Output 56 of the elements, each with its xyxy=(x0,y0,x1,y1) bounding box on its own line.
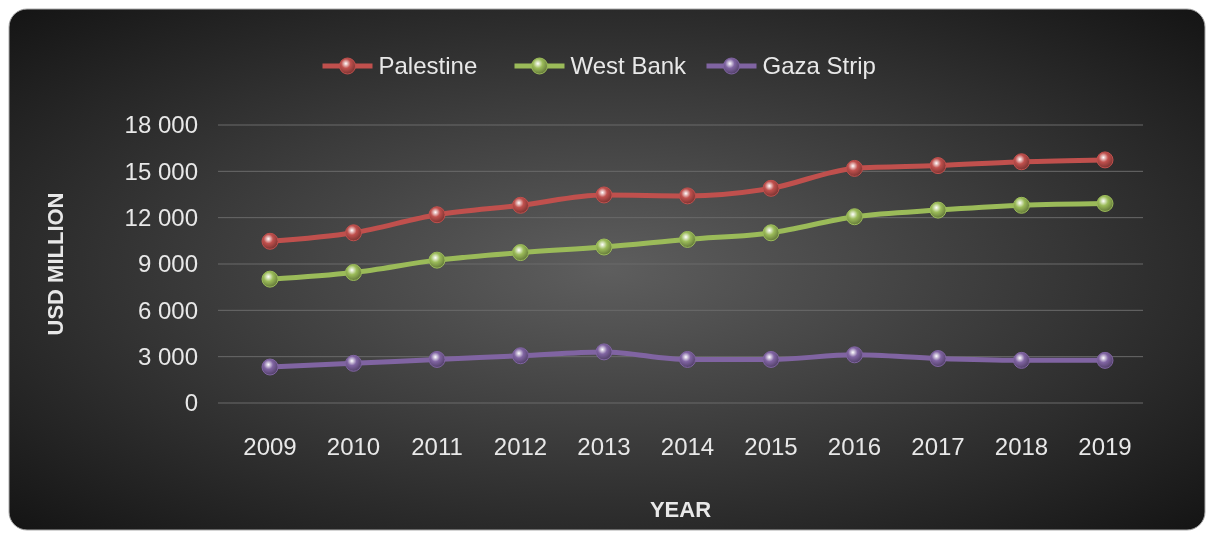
point xyxy=(846,208,863,226)
x-tick-label: 2015 xyxy=(744,433,798,460)
y-tick-label: 9 000 xyxy=(137,250,198,278)
point xyxy=(595,186,613,204)
point xyxy=(929,157,947,175)
point xyxy=(428,251,446,269)
point xyxy=(512,196,529,214)
x-tick-label: 2018 xyxy=(994,433,1049,460)
x-tick-label: 2017 xyxy=(911,433,965,460)
y-tick-label: 12 000 xyxy=(124,204,198,232)
point xyxy=(345,354,362,372)
point xyxy=(428,350,446,368)
point xyxy=(428,206,446,224)
point xyxy=(1096,351,1114,369)
legend-label: West Bank xyxy=(570,52,688,80)
point xyxy=(762,179,780,197)
point xyxy=(1096,151,1114,169)
x-tick-label: 2009 xyxy=(243,433,297,460)
y-tick-label: 6 000 xyxy=(137,296,198,324)
x-tick-label: 2013 xyxy=(577,433,631,460)
x-tick-label: 2014 xyxy=(660,433,715,460)
y-tick-label: 3 000 xyxy=(137,343,198,371)
point xyxy=(679,230,696,248)
x-tick-label: 2011 xyxy=(411,433,463,460)
point xyxy=(512,244,529,262)
y-tick-label: 18 000 xyxy=(124,111,198,139)
point xyxy=(595,238,613,256)
x-axis-title: YEAR xyxy=(649,497,712,522)
legend-label: Palestine xyxy=(378,52,478,80)
point xyxy=(846,159,863,177)
point xyxy=(261,358,279,376)
point xyxy=(679,350,696,368)
point xyxy=(595,343,613,361)
point xyxy=(762,350,780,368)
legend-label: Gaza Strip xyxy=(762,52,876,80)
x-tick-label: 2012 xyxy=(493,433,548,460)
point xyxy=(261,232,279,250)
point xyxy=(261,270,279,288)
point xyxy=(345,224,362,242)
point xyxy=(1013,351,1030,369)
y-tick-label: 0 xyxy=(184,389,198,417)
point xyxy=(345,263,362,281)
y-tick-label: 15 000 xyxy=(124,157,198,185)
y-axis-title: USD MILLION xyxy=(43,192,68,336)
point xyxy=(679,187,696,205)
point xyxy=(1096,194,1114,212)
x-tick-label: 2019 xyxy=(1078,433,1132,460)
x-tick-label: 2016 xyxy=(827,433,882,460)
point xyxy=(846,346,863,364)
point xyxy=(762,224,780,242)
x-tick-label: 2010 xyxy=(326,433,381,460)
point xyxy=(929,350,947,368)
point xyxy=(929,201,947,219)
point xyxy=(512,347,529,365)
point xyxy=(1013,196,1030,214)
point xyxy=(1013,153,1030,171)
